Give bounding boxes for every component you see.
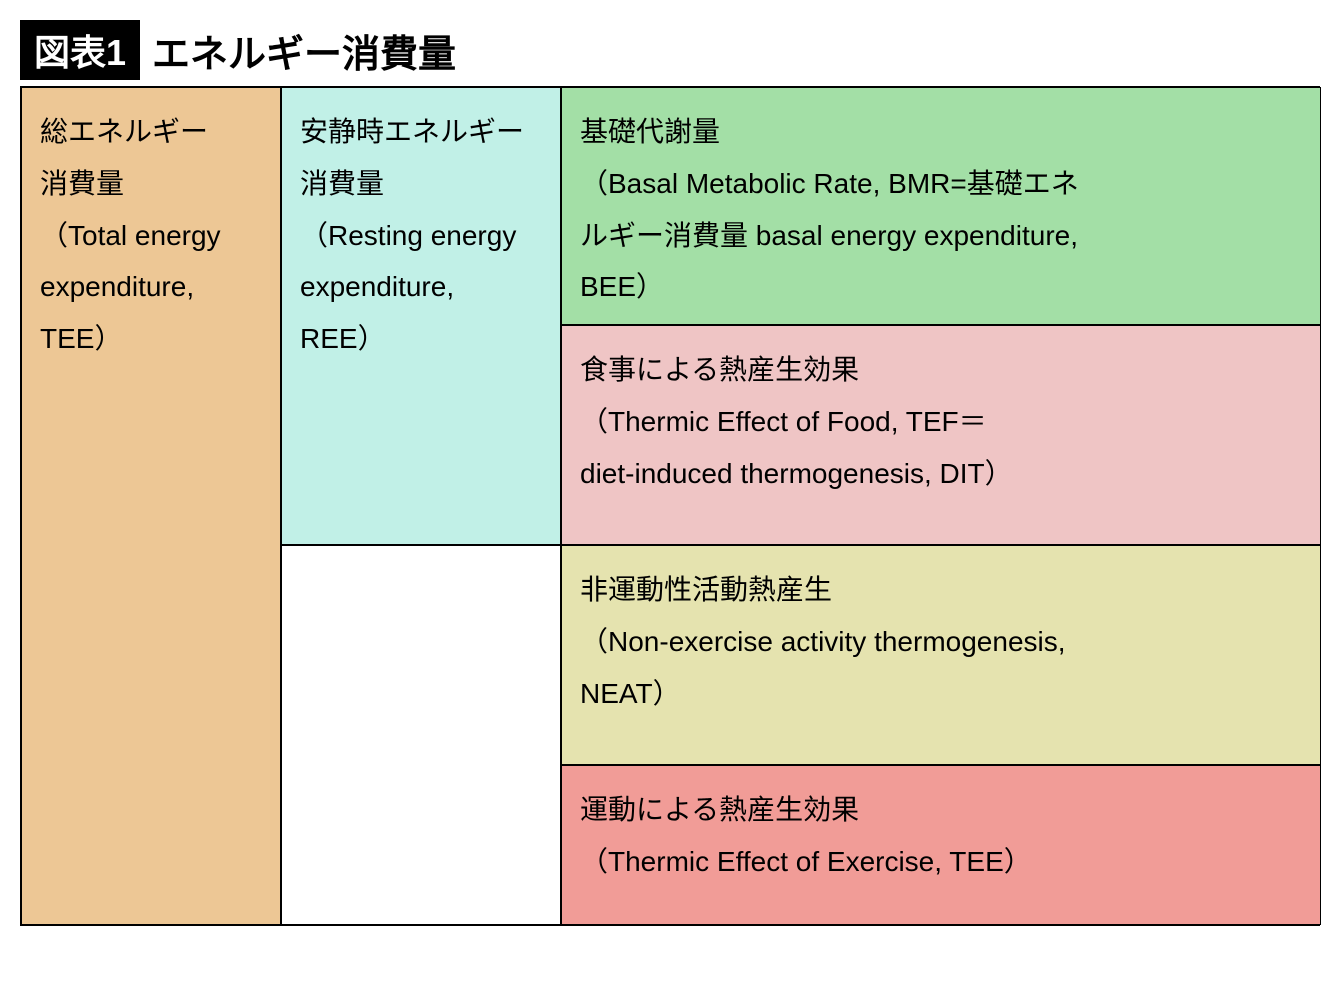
cell-basal-metabolic: 基礎代謝量 （Basal Metabolic Rate, BMR=基礎エネ ルギ… — [561, 87, 1321, 325]
cell-resting-energy: 安静時エネルギー 消費量 （Resting energy expenditure… — [281, 87, 561, 545]
diagram-header: 図表1 エネルギー消費量 — [20, 20, 1320, 80]
cell-thermic-food: 食事による熱産生効果 （Thermic Effect of Food, TEF＝… — [561, 325, 1321, 545]
cell-empty — [281, 545, 561, 925]
figure-title: エネルギー消費量 — [152, 23, 456, 78]
cell-thermic-exercise: 運動による熱産生効果 （Thermic Effect of Exercise, … — [561, 765, 1321, 925]
figure-label: 図表1 — [20, 20, 140, 80]
cell-neat: 非運動性活動熱産生 （Non-exercise activity thermog… — [561, 545, 1321, 765]
energy-diagram: 総エネルギー 消費量 （Total energy expenditure, TE… — [20, 86, 1320, 926]
diagram-container: 図表1 エネルギー消費量 総エネルギー 消費量 （Total energy ex… — [20, 20, 1320, 926]
cell-total-energy: 総エネルギー 消費量 （Total energy expenditure, TE… — [21, 87, 281, 925]
